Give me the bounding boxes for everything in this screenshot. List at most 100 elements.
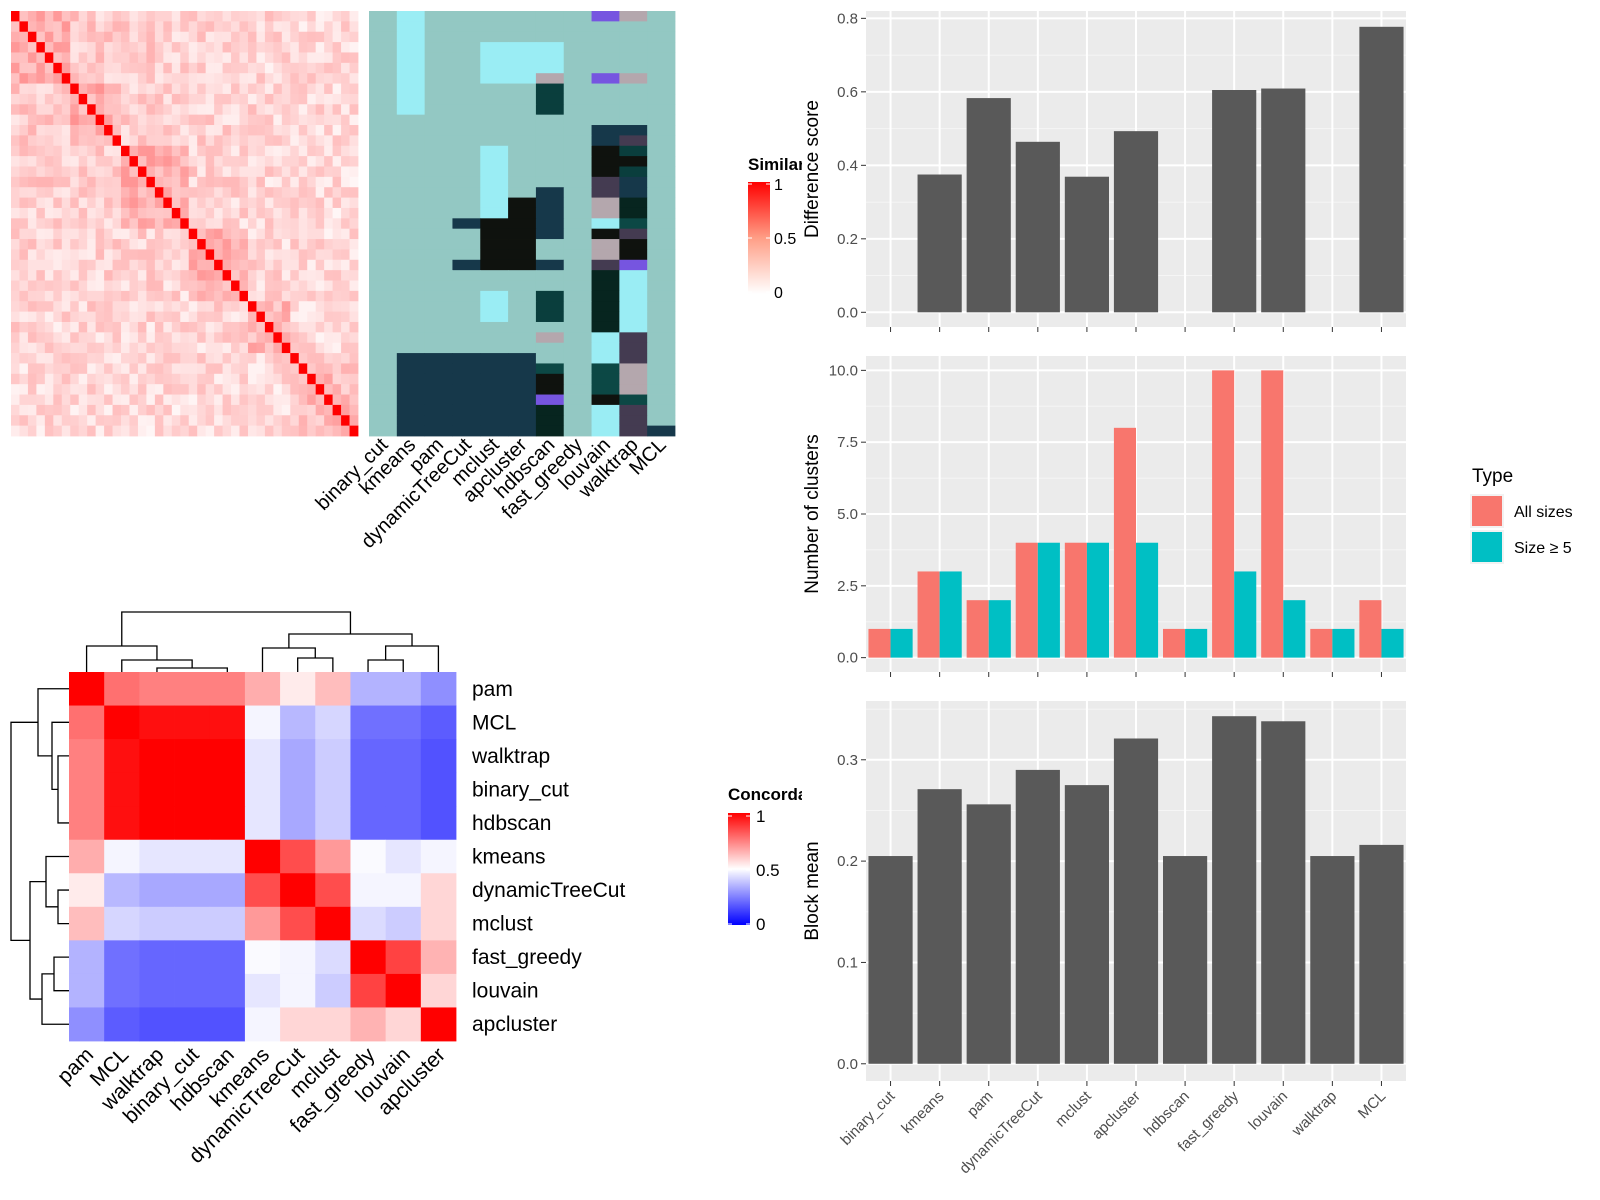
membership-cell	[424, 228, 453, 240]
concordance-cell	[209, 873, 246, 908]
similarity-cell	[171, 415, 181, 427]
similarity-cell	[281, 207, 291, 219]
similarity-cell	[315, 239, 325, 250]
similarity-cell	[256, 280, 266, 292]
similarity-cell	[44, 62, 54, 74]
similarity-cell	[349, 373, 359, 385]
bar	[1212, 370, 1235, 658]
similarity-cell	[104, 104, 113, 116]
similarity-cell	[290, 280, 300, 292]
similarity-cell	[154, 31, 164, 43]
concordance-cell	[244, 839, 281, 874]
similarity-cell	[19, 353, 29, 364]
concordance-cell	[244, 973, 281, 1008]
membership-cell	[452, 415, 481, 427]
similarity-cell	[205, 114, 215, 126]
membership-cell	[619, 259, 648, 271]
similarity-cell	[290, 404, 300, 416]
similarity-cell	[121, 342, 130, 354]
similarity-cell	[332, 83, 342, 95]
similarity-cell	[104, 332, 113, 344]
similarity-cell	[121, 404, 130, 416]
similarity-cell	[273, 52, 283, 64]
similarity-cell	[11, 218, 20, 230]
similarity-cell	[112, 187, 122, 198]
bar	[917, 571, 940, 658]
membership-cell	[647, 394, 676, 406]
y-tick-label: 0.1	[837, 954, 858, 971]
similarity-cell	[197, 301, 207, 313]
similarity-cell	[163, 259, 173, 271]
similarity-cell	[315, 11, 325, 22]
similarity-cell	[341, 280, 350, 292]
similarity-cell	[27, 425, 37, 437]
membership-cell	[563, 228, 592, 240]
similarity-cell	[214, 52, 223, 64]
similarity-cell	[281, 73, 291, 84]
membership-cell	[452, 145, 481, 157]
similarity-cell	[264, 270, 274, 281]
similarity-cell	[231, 228, 240, 240]
similarity-cell	[188, 249, 198, 261]
similarity-cell	[146, 197, 156, 209]
similarity-cell	[205, 384, 215, 395]
similarity-cell	[324, 52, 334, 64]
concordance-cell	[385, 772, 422, 807]
similarity-cell	[247, 228, 257, 240]
similarity-cell	[315, 197, 325, 209]
similarity-cell	[231, 311, 240, 323]
similarity-cell	[11, 21, 20, 33]
similarity-cell	[78, 62, 88, 74]
concordance-cell	[209, 940, 246, 975]
similarity-cell	[70, 290, 80, 302]
similarity-cell	[27, 31, 37, 43]
similarity-cell	[163, 228, 173, 240]
similarity-cell	[171, 249, 181, 261]
similarity-cell	[239, 176, 249, 188]
similarity-cell	[239, 342, 249, 354]
similarity-cell	[247, 363, 257, 375]
similarity-cell	[78, 290, 88, 302]
similarity-cell	[180, 135, 190, 147]
similarity-cell	[121, 104, 130, 116]
similarity-cell	[36, 384, 46, 395]
similarity-cell	[171, 363, 181, 375]
similarity-cell	[146, 104, 156, 116]
similarity-cell	[137, 176, 147, 188]
membership-cell	[619, 342, 648, 354]
similarity-cell	[137, 259, 147, 271]
similarity-cell	[129, 62, 139, 74]
similarity-cell	[197, 62, 207, 74]
membership-cell	[452, 11, 481, 22]
similarity-cell	[137, 363, 147, 375]
similarity-cell	[129, 363, 139, 375]
similarity-cell	[11, 93, 20, 105]
similarity-cell	[171, 21, 181, 33]
similarity-cell	[197, 425, 207, 437]
similarity-cell	[324, 11, 334, 22]
bar	[917, 789, 962, 1064]
similarity-cell	[121, 207, 130, 219]
concordance-cell	[139, 940, 175, 975]
similarity-cell	[341, 114, 350, 126]
similarity-cell	[163, 197, 173, 209]
membership-cell	[396, 425, 426, 437]
similarity-cell	[256, 228, 266, 240]
similarity-cell	[341, 311, 350, 323]
similarity-cell	[163, 31, 173, 43]
membership-cell	[619, 62, 648, 74]
membership-cell	[452, 197, 481, 209]
similarity-cell	[27, 290, 37, 302]
similarity-cell	[87, 425, 97, 437]
similarity-cell	[307, 176, 317, 188]
similarity-cell	[44, 197, 54, 209]
membership-cell	[396, 166, 426, 178]
membership-cell	[508, 197, 537, 209]
similarity-cell	[315, 373, 325, 385]
similarity-cell	[231, 301, 240, 313]
similarity-cell	[264, 218, 274, 230]
membership-cell	[619, 42, 648, 53]
similarity-cell	[19, 176, 29, 188]
similarity-cell	[197, 218, 207, 230]
y-tick-label: 0.6	[837, 84, 858, 101]
